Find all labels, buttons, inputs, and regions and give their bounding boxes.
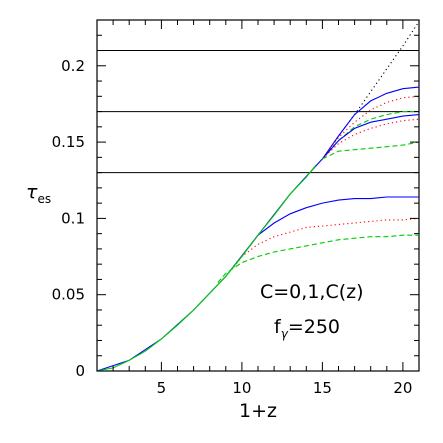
x-axis-label: 1+z [239,400,277,422]
series-line-4 [321,114,420,160]
y-axis-label-main: τ [26,181,38,203]
series-line-10 [96,164,317,372]
annotation-f-gamma: fγ=250 [274,316,340,341]
y-tick-label: 0.2 [61,57,85,75]
x-tick-label: 10 [232,379,251,397]
y-tick-label: 0 [75,362,85,380]
y-tick-label: 0.1 [61,209,85,227]
x-tick-label: 20 [393,379,412,397]
plot-frame [96,19,420,372]
series-line-0 [321,21,420,160]
x-tick-label: 5 [157,379,167,397]
y-tick-label: 0.05 [52,286,85,304]
y-tick-label: 0.15 [52,133,85,151]
series-line-2 [321,95,420,160]
series-line-1 [96,86,420,372]
series-line-7 [249,196,419,247]
y-axis-label: τes [26,181,51,206]
annotation-models: C=0,1,C(z) [260,281,364,303]
series-line-9 [217,234,419,283]
annotation-f-gamma-sub: γ [281,327,289,341]
x-tick-label: 15 [313,379,332,397]
annotation-f-gamma-f: f [274,316,282,338]
annotation-f-gamma-value: =250 [288,316,340,338]
y-axis-label-sub: es [37,192,51,206]
series-line-6 [322,141,420,160]
series-line-8 [233,217,420,268]
